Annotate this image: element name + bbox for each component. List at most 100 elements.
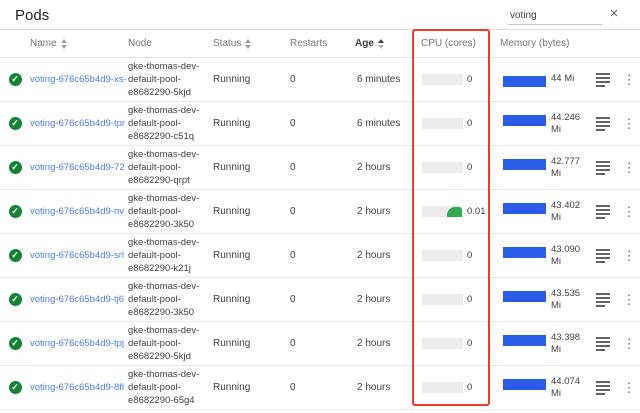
status-cell: Running <box>213 206 251 217</box>
memory-bar <box>503 379 546 390</box>
age-cell: 2 hours <box>357 162 391 173</box>
table-row: ✓ voting-676c65b4d9-srl gke-thomas-dev- … <box>0 234 640 278</box>
cpu-cell: 0.01 <box>413 206 490 217</box>
logs-icon[interactable] <box>588 380 618 395</box>
status-cell: Running <box>213 250 251 261</box>
memory-cell: 44 Mi <box>490 72 588 87</box>
node-cell: gke-thomas-dev- default-pool- e8682290-c… <box>128 105 200 142</box>
age-cell: 2 hours <box>357 294 391 305</box>
age-cell: 2 hours <box>357 382 391 393</box>
node-cell: gke-thomas-dev- default-pool- e8682290-5… <box>128 61 200 98</box>
kebab-menu-icon[interactable]: ⋮ <box>618 336 640 352</box>
status-cell: Running <box>213 162 251 173</box>
age-cell: 6 minutes <box>357 118 401 129</box>
memory-cell: 43.535 Mi <box>490 287 588 312</box>
cpu-sparkline <box>422 118 463 129</box>
status-ok-icon: ✓ <box>0 249 30 262</box>
memory-bar <box>503 291 546 302</box>
pod-name-link[interactable]: voting-676c65b4d9-72 <box>30 162 125 173</box>
close-icon[interactable]: × <box>604 4 624 24</box>
node-cell: gke-thomas-dev- default-pool- e8682290-3… <box>128 281 200 318</box>
node-cell: gke-thomas-dev- default-pool- e8682290-6… <box>128 369 200 406</box>
age-cell: 2 hours <box>357 338 391 349</box>
memory-value: 43.090 Mi <box>551 244 581 267</box>
memory-bar <box>503 203 546 214</box>
column-header-age[interactable]: Age <box>345 38 413 49</box>
table-row: ✓ voting-676c65b4d9-72 gke-thomas-dev- d… <box>0 146 640 190</box>
cpu-sparkline <box>422 294 463 305</box>
table-header: Name Node Status Restarts Age CPU (cores… <box>0 30 640 58</box>
memory-value: 42.777 Mi <box>551 156 581 179</box>
kebab-menu-icon[interactable]: ⋮ <box>618 248 640 264</box>
kebab-menu-icon[interactable]: ⋮ <box>618 116 640 132</box>
status-ok-icon: ✓ <box>0 293 30 306</box>
restarts-cell: 0 <box>290 74 296 85</box>
kebab-menu-icon[interactable]: ⋮ <box>618 72 640 88</box>
memory-cell: 43.090 Mi <box>490 243 588 268</box>
node-cell: gke-thomas-dev- default-pool- e8682290-3… <box>128 193 200 230</box>
memory-value: 43.535 Mi <box>551 288 581 311</box>
pod-name-link[interactable]: voting-676c65b4d9-srl <box>30 250 125 261</box>
node-cell: gke-thomas-dev- default-pool- e8682290-k… <box>128 237 200 274</box>
column-header-node[interactable]: Node <box>128 38 152 49</box>
table-row: ✓ voting-676c65b4d9-tpj gke-thomas-dev- … <box>0 322 640 366</box>
cpu-sparkline <box>422 382 463 393</box>
logs-icon[interactable] <box>588 204 618 219</box>
cpu-sparkline <box>422 338 463 349</box>
cpu-sparkline <box>422 206 463 217</box>
pod-name-link[interactable]: voting-676c65b4d9-tj6 <box>30 294 125 305</box>
status-cell: Running <box>213 382 251 393</box>
memory-bar <box>503 247 546 258</box>
kebab-menu-icon[interactable]: ⋮ <box>618 204 640 220</box>
memory-bar <box>503 335 546 346</box>
logs-icon[interactable] <box>588 116 618 131</box>
pod-name-link[interactable]: voting-676c65b4d9-xs- <box>30 74 126 85</box>
logs-icon[interactable] <box>588 336 618 351</box>
sort-icon <box>60 38 67 49</box>
kebab-menu-icon[interactable]: ⋮ <box>618 380 640 396</box>
memory-bar <box>503 159 546 170</box>
column-header-name[interactable]: Name <box>30 38 128 49</box>
node-cell: gke-thomas-dev- default-pool- e8682290-5… <box>128 325 200 362</box>
pod-name-link[interactable]: voting-676c65b4d9-tpj <box>30 338 125 349</box>
memory-value: 44.074 Mi <box>551 376 581 399</box>
memory-cell: 42.777 Mi <box>490 155 588 180</box>
column-header-cpu[interactable]: CPU (cores) <box>421 38 477 49</box>
cpu-cell: 0 <box>413 382 490 393</box>
age-cell: 2 hours <box>357 250 391 261</box>
memory-value: 44 Mi <box>551 73 575 84</box>
restarts-cell: 0 <box>290 338 296 349</box>
search-field <box>508 5 602 25</box>
table-row: ✓ voting-676c65b4d9-nv gke-thomas-dev- d… <box>0 190 640 234</box>
node-cell: gke-thomas-dev- default-pool- e8682290-q… <box>128 149 200 186</box>
search-input[interactable] <box>508 8 602 24</box>
restarts-cell: 0 <box>290 118 296 129</box>
memory-cell: 44.074 Mi <box>490 375 588 400</box>
logs-icon[interactable] <box>588 72 618 87</box>
logs-icon[interactable] <box>588 292 618 307</box>
cpu-value: 0 <box>467 338 473 349</box>
cpu-value: 0 <box>467 382 473 393</box>
kebab-menu-icon[interactable]: ⋮ <box>618 292 640 308</box>
age-cell: 6 minutes <box>357 74 401 85</box>
restarts-cell: 0 <box>290 294 296 305</box>
memory-bar <box>503 115 546 126</box>
cpu-sparkline <box>422 74 463 85</box>
kebab-menu-icon[interactable]: ⋮ <box>618 160 640 176</box>
page-title: Pods <box>15 7 50 24</box>
table-body: ✓ voting-676c65b4d9-xs- gke-thomas-dev- … <box>0 58 640 410</box>
table-row: ✓ voting-676c65b4d9-tj6 gke-thomas-dev- … <box>0 278 640 322</box>
logs-icon[interactable] <box>588 248 618 263</box>
pod-name-link[interactable]: voting-676c65b4d9-nv <box>30 206 125 217</box>
cpu-value: 0 <box>467 118 473 129</box>
pod-name-link[interactable]: voting-676c65b4d9-8fl <box>30 382 125 393</box>
pod-name-link[interactable]: voting-676c65b4d9-tpr <box>30 118 126 129</box>
column-header-status[interactable]: Status <box>213 38 278 49</box>
cpu-usage-area <box>447 207 462 217</box>
status-cell: Running <box>213 74 251 85</box>
memory-value: 44.246 Mi <box>551 112 581 135</box>
column-header-memory[interactable]: Memory (bytes) <box>500 38 570 49</box>
column-header-restarts[interactable]: Restarts <box>290 38 328 49</box>
logs-icon[interactable] <box>588 160 618 175</box>
